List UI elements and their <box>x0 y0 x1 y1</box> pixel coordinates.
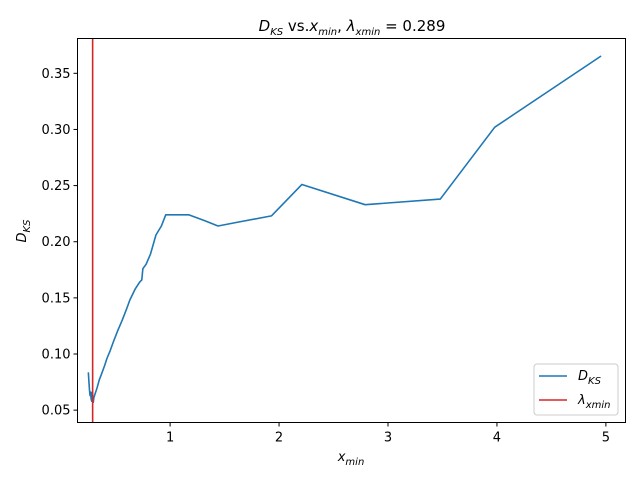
y-tick-label: 0.15 <box>42 291 71 306</box>
y-tick-label: 0.20 <box>42 235 71 250</box>
x-tick-label: 4 <box>493 431 501 446</box>
x-tick-label: 2 <box>275 431 283 446</box>
chart-title: DKS vs.xmin, λxmin = 0.289 <box>259 17 446 38</box>
x-tick-label: 1 <box>166 431 174 446</box>
y-tick-label: 0.35 <box>42 67 71 82</box>
legend-label-dks: DKS <box>578 369 602 387</box>
y-tick-label: 0.30 <box>42 123 71 138</box>
y-tick-label: 0.10 <box>42 348 71 363</box>
legend: DKS λxmin <box>533 363 619 416</box>
y-tick-label: 0.25 <box>42 179 71 194</box>
x-axis-label: xmin <box>337 450 365 468</box>
y-axis-label: DKS <box>15 219 33 243</box>
x-axis-ticks: 1 2 3 4 5 <box>166 422 610 446</box>
axes-frame <box>77 38 626 423</box>
y-axis-ticks: 0.05 0.10 0.15 0.20 0.25 0.30 0.35 <box>42 67 78 419</box>
plot-area <box>87 38 602 423</box>
x-tick-label: 3 <box>384 431 392 446</box>
legend-label-lambda: λxmin <box>577 393 610 411</box>
x-tick-label: 5 <box>602 431 610 446</box>
y-tick-label: 0.05 <box>42 404 71 419</box>
